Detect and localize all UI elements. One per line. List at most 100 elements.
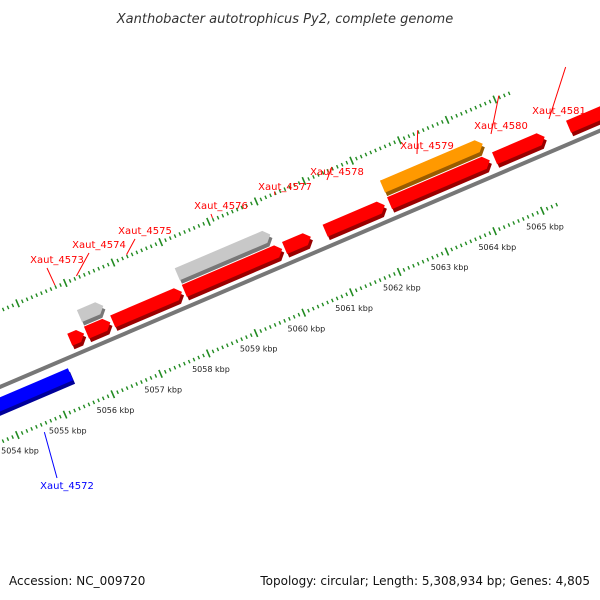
gene-arrow[interactable] (0, 368, 76, 418)
inner-minor-tick (335, 296, 339, 301)
outer-minor-tick (173, 234, 177, 239)
outer-major-tick (206, 217, 211, 226)
outer-minor-tick (211, 217, 215, 222)
inner-minor-tick (178, 363, 181, 368)
outer-minor-tick (11, 303, 15, 308)
label-leader-line (274, 191, 276, 196)
other-feature[interactable] (174, 230, 273, 284)
outer-minor-tick (483, 101, 487, 106)
gene-label[interactable]: Xaut_4575 (118, 226, 172, 237)
outer-minor-tick (183, 230, 186, 234)
outer-minor-tick (340, 162, 344, 167)
inner-minor-tick (498, 227, 501, 232)
outer-minor-tick (49, 287, 53, 292)
label-leader-line (210, 213, 213, 219)
outer-minor-tick (388, 142, 392, 147)
inner-minor-tick (383, 276, 387, 280)
inner-major-tick (492, 226, 498, 236)
outer-minor-tick (121, 256, 124, 261)
inner-minor-tick (321, 302, 325, 307)
outer-minor-tick (378, 146, 382, 151)
inner-minor-tick (240, 337, 244, 342)
inner-minor-tick (402, 267, 406, 272)
other-feature[interactable] (76, 302, 106, 326)
gene-label[interactable]: Xaut_4579 (400, 141, 454, 152)
arrow-face (174, 230, 271, 281)
feature-track (0, 105, 600, 418)
inner-minor-tick (278, 320, 282, 325)
inner-minor-tick (125, 386, 129, 391)
outer-minor-tick (326, 168, 330, 173)
outer-minor-tick (59, 283, 62, 287)
outer-minor-tick (460, 111, 463, 116)
outer-minor-tick (364, 152, 368, 157)
gene-arrow[interactable] (492, 133, 547, 168)
inner-minor-tick (297, 312, 301, 317)
outer-minor-tick (278, 189, 282, 194)
inner-minor-tick (426, 257, 430, 262)
inner-minor-tick (531, 212, 535, 217)
outer-minor-tick (436, 122, 439, 126)
inner-minor-tick (316, 304, 320, 309)
inner-minor-tick (130, 384, 134, 389)
gene-label[interactable]: Xaut_4578 (310, 167, 364, 178)
outer-minor-tick (83, 272, 86, 277)
gene-arrow[interactable] (67, 330, 87, 350)
inner-minor-tick (135, 382, 139, 386)
inner-minor-tick (478, 235, 482, 240)
inner-minor-tick (431, 255, 434, 260)
outer-minor-tick (35, 293, 39, 298)
outer-minor-tick (426, 126, 430, 130)
gene-arrow[interactable] (110, 288, 185, 331)
inner-minor-tick (121, 388, 124, 393)
outer-minor-tick (197, 223, 201, 228)
outer-minor-tick (192, 225, 196, 230)
inner-minor-tick (340, 294, 344, 299)
outer-minor-tick (431, 124, 435, 128)
backbone-line (0, 128, 600, 390)
highlight-feature[interactable] (379, 140, 485, 197)
outer-minor-tick (92, 268, 96, 273)
inner-minor-tick (173, 365, 177, 370)
gene-label[interactable]: Xaut_4574 (72, 240, 126, 251)
gene-label[interactable]: Xaut_4581 (532, 106, 586, 117)
inner-major-tick (349, 288, 354, 297)
inner-minor-tick (39, 422, 43, 427)
inner-minor-tick (364, 284, 368, 289)
outer-minor-tick (178, 232, 182, 236)
outer-minor-tick (312, 175, 315, 179)
gene-label[interactable]: Xaut_4573 (30, 255, 84, 266)
inner-minor-tick (245, 335, 248, 340)
outer-minor-tick (269, 193, 272, 198)
outer-minor-tick (154, 242, 158, 247)
inner-minor-tick (44, 420, 48, 425)
inner-minor-tick (54, 416, 57, 421)
gene-label[interactable]: Xaut_4572 (40, 481, 94, 492)
outer-minor-tick (450, 115, 454, 120)
gene-arrow[interactable] (282, 233, 313, 258)
inner-major-tick (158, 369, 163, 379)
inner-minor-tick (331, 298, 334, 303)
outer-minor-tick (412, 132, 416, 137)
inner-major-tick (444, 247, 450, 256)
inner-minor-tick (464, 241, 468, 246)
scale-label: 5064 kbp (478, 243, 516, 252)
outer-minor-tick (297, 181, 301, 186)
inner-minor-tick (249, 333, 253, 338)
gene-arrow[interactable] (322, 201, 387, 241)
inner-minor-tick (440, 251, 444, 256)
inner-minor-tick (369, 282, 372, 287)
gene-arrow[interactable] (565, 105, 600, 137)
gene-arrow[interactable] (83, 318, 113, 343)
scale-labels: 5054 kbp 5055 kbp 5056 kbp 5057 kbp 5058 kbp… (1, 222, 564, 455)
inner-major-tick (62, 410, 68, 419)
arrow-face (492, 133, 545, 165)
inner-minor-tick (455, 245, 458, 250)
gene-label[interactable]: Xaut_4577 (258, 182, 312, 193)
inner-minor-tick (436, 253, 439, 258)
gene-label[interactable]: Xaut_4580 (474, 121, 528, 132)
gene-arrow[interactable] (181, 245, 285, 301)
inner-minor-tick (555, 202, 559, 207)
gene-label[interactable]: Xaut_4576 (194, 201, 248, 212)
gene-arrow[interactable] (387, 156, 492, 213)
